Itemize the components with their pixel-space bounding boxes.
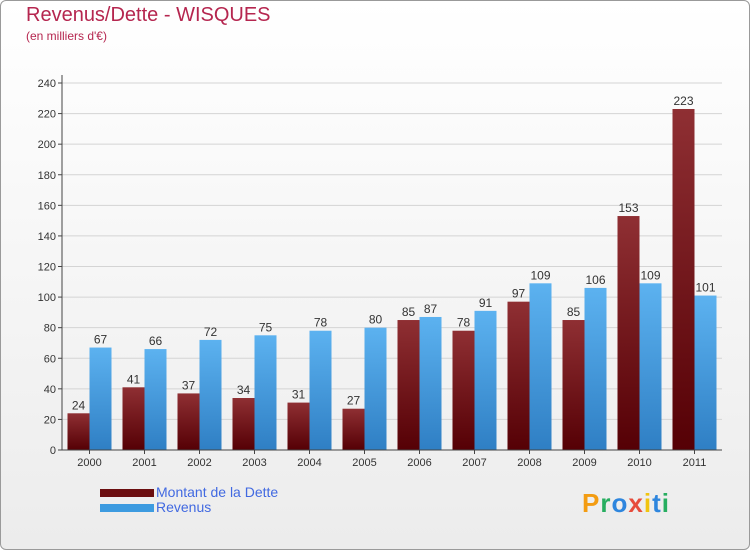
logo-letter: t — [652, 488, 662, 518]
x-tick-label: 2005 — [352, 457, 376, 469]
bar-revenus — [89, 347, 112, 450]
y-tick-label: 220 — [38, 109, 56, 121]
bar-value-label: 153 — [618, 201, 638, 215]
grid — [62, 82, 722, 420]
bars — [67, 108, 717, 450]
x-tick-label: 2002 — [187, 457, 211, 469]
x-tick-label: 2009 — [572, 457, 596, 469]
bar-value-label: 91 — [479, 296, 493, 310]
bar-dette — [507, 301, 530, 450]
bar-dette — [342, 408, 365, 450]
legend-swatch-revenus — [100, 504, 154, 512]
bar-revenus — [309, 330, 332, 450]
bar-value-label: 41 — [127, 372, 141, 386]
bar-value-label: 66 — [149, 334, 163, 348]
logo-letter: i — [661, 488, 670, 518]
y-tick-label: 60 — [44, 353, 56, 365]
bar-value-label: 78 — [314, 316, 328, 330]
bar-value-label: 72 — [204, 325, 218, 339]
x-tick-label: 2010 — [627, 457, 651, 469]
bar-value-label: 223 — [673, 94, 693, 108]
bar-revenus — [254, 335, 277, 450]
bar-revenus — [694, 295, 717, 450]
logo-letter: P — [582, 488, 601, 518]
proxiti-logo: Proxiti — [582, 488, 670, 519]
bar-dette — [232, 398, 255, 450]
x-tick-label: 2000 — [77, 457, 101, 469]
y-tick-label: 240 — [38, 78, 56, 90]
bar-dette — [397, 320, 420, 450]
bar-value-label: 109 — [530, 268, 550, 282]
y-tick-label: 200 — [38, 139, 56, 151]
y-tick-label: 20 — [44, 414, 56, 426]
y-tick-label: 180 — [38, 170, 56, 182]
x-tick-label: 2011 — [683, 457, 707, 469]
bar-dette — [67, 413, 90, 450]
bar-value-label: 27 — [347, 394, 361, 408]
bar-value-label: 34 — [237, 383, 251, 397]
bar-revenus — [144, 349, 167, 450]
data-labels: 24 67 41 66 37 72 34 75 31 78 27 80 85 87 78 91 97 109 85 1… — [72, 94, 716, 412]
bar-value-label: 85 — [402, 305, 416, 319]
bar-revenus — [364, 327, 387, 450]
y-tick-label: 0 — [50, 445, 56, 457]
logo-letter: r — [600, 488, 612, 518]
bar-value-label: 78 — [457, 316, 471, 330]
legend-swatch-dette — [100, 489, 154, 497]
bar-revenus — [584, 287, 607, 450]
y-tick-label: 100 — [38, 292, 56, 304]
x-tick-label: 2008 — [517, 457, 541, 469]
chart-subtitle: (en milliers d'€) — [26, 29, 107, 43]
bar-dette — [287, 402, 310, 450]
bar-value-label: 109 — [640, 268, 660, 282]
bar-value-label: 101 — [695, 281, 715, 295]
legend-label-dette: Montant de la Dette — [156, 484, 279, 500]
bar-value-label: 24 — [72, 398, 86, 412]
x-tick-label: 2004 — [297, 457, 321, 469]
x-tick-label: 2001 — [132, 457, 156, 469]
axes: 0 20 40 60 80 100 120 140 160 180 200 220 240 2000 200… — [38, 75, 722, 469]
bar-revenus — [419, 316, 442, 450]
logo-letter: x — [628, 488, 644, 518]
bar-value-label: 97 — [512, 287, 526, 301]
y-tick-label: 140 — [38, 231, 56, 243]
bar-value-label: 80 — [369, 313, 383, 327]
bar-revenus — [199, 339, 222, 450]
bar-dette — [672, 108, 695, 450]
x-tick-label: 2007 — [462, 457, 486, 469]
chart-title: Revenus/Dette - WISQUES — [26, 4, 271, 26]
bar-value-label: 31 — [292, 388, 306, 402]
bar-value-label: 106 — [585, 273, 605, 287]
bar-revenus — [529, 283, 552, 450]
y-tick-label: 120 — [38, 262, 56, 274]
bar-dette — [562, 320, 585, 450]
x-tick-label: 2003 — [242, 457, 266, 469]
logo-letter: o — [611, 488, 629, 518]
legend-label-revenus: Revenus — [156, 499, 212, 515]
bar-revenus — [474, 310, 497, 450]
y-tick-label: 160 — [38, 200, 56, 212]
x-tick-label: 2006 — [407, 457, 431, 469]
y-tick-label: 40 — [44, 384, 56, 396]
bar-dette — [452, 330, 475, 450]
y-tick-label: 80 — [44, 323, 56, 335]
bar-dette — [122, 387, 145, 450]
bar-dette — [617, 216, 640, 450]
bar-value-label: 37 — [182, 378, 196, 392]
bar-value-label: 85 — [567, 305, 581, 319]
bar-value-label: 87 — [424, 302, 438, 316]
bar-dette — [177, 393, 200, 450]
bar-value-label: 75 — [259, 320, 273, 334]
bar-revenus — [639, 283, 662, 450]
logo-letter: i — [643, 488, 653, 518]
bar-value-label: 67 — [94, 333, 108, 347]
